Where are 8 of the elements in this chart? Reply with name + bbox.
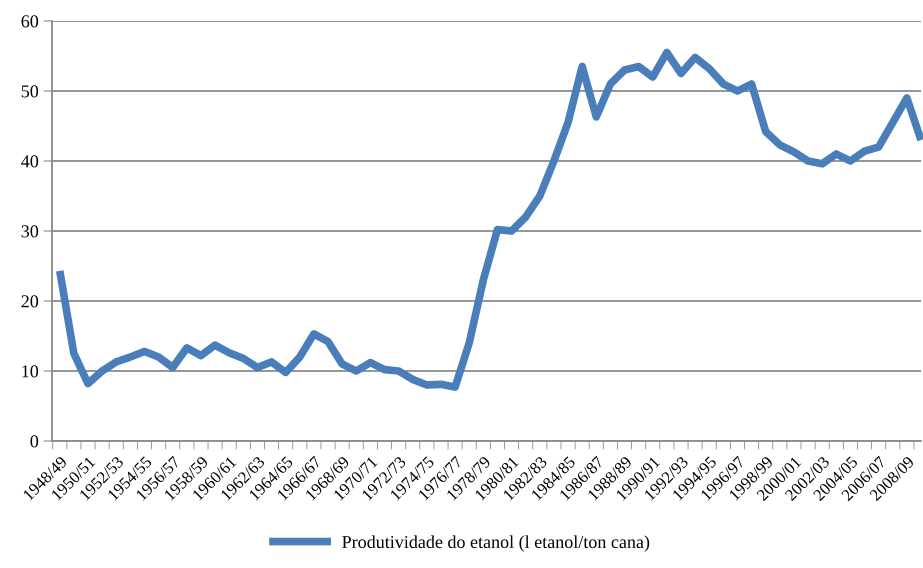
y-tick-label: 10 [22, 365, 38, 378]
y-tick-label: 40 [21, 155, 38, 168]
y-tick-label: 30 [22, 225, 38, 238]
y-tick-label: 0 [30, 435, 38, 448]
y-tick-label: 20 [22, 295, 38, 308]
y-tick-label: 60 [22, 15, 38, 28]
y-tick-label: 50 [22, 85, 38, 98]
legend-label: Produtividade do etanol (l etanol/ton cana) [342, 535, 650, 552]
